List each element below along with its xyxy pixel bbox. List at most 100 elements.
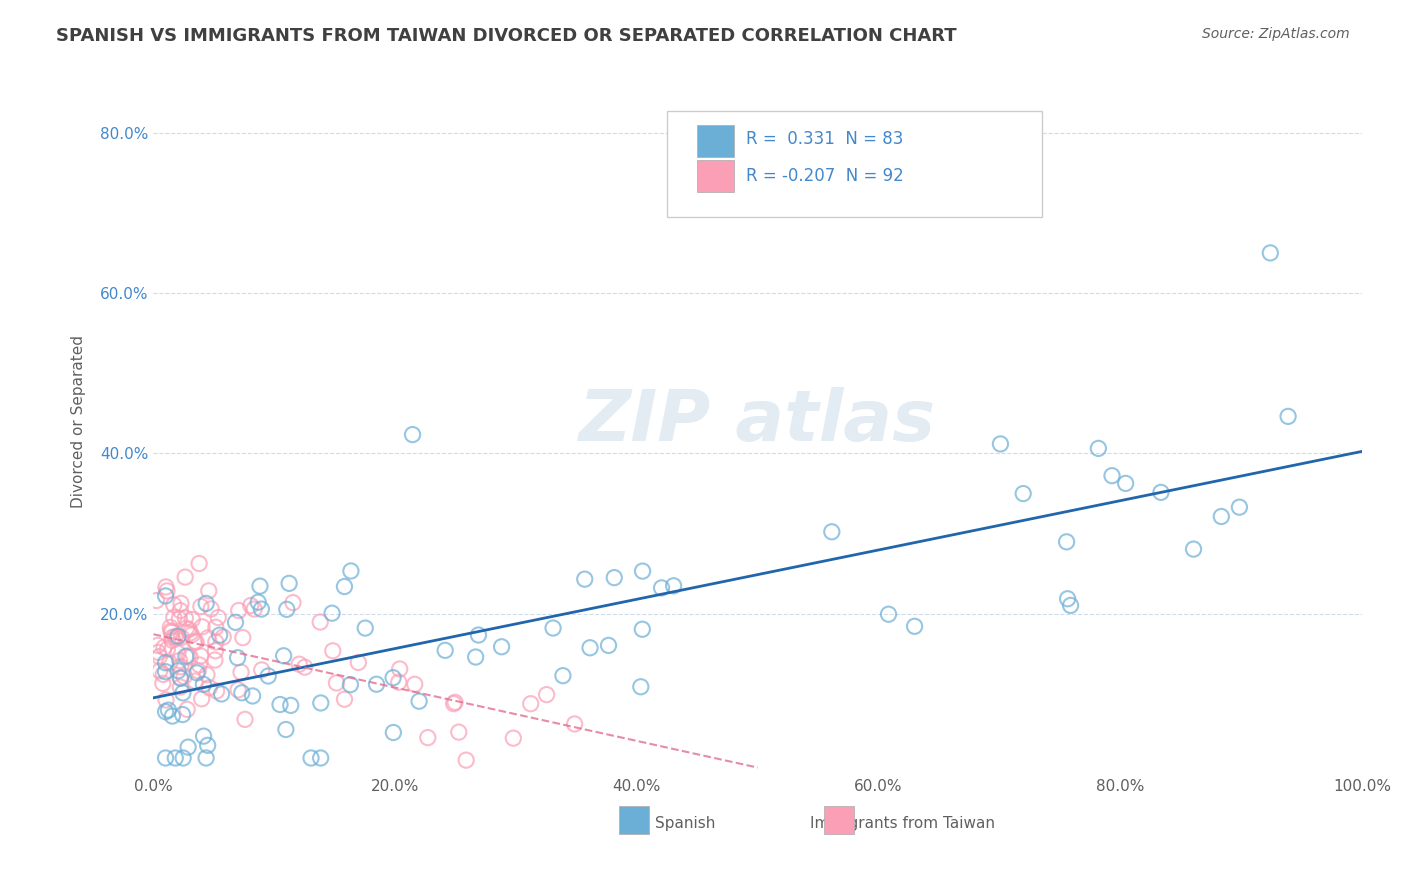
- Point: [155, 705, 177, 719]
- Point: [990, 437, 1012, 451]
- Point: [190, 691, 212, 706]
- Point: [273, 648, 295, 663]
- Point: [333, 692, 356, 706]
- Point: [1056, 591, 1078, 606]
- Point: [160, 631, 183, 645]
- Point: [226, 682, 249, 697]
- Point: [382, 725, 405, 739]
- Text: ZIP atlas: ZIP atlas: [579, 387, 936, 456]
- Point: [204, 653, 226, 667]
- Point: [464, 650, 486, 665]
- Point: [159, 620, 181, 634]
- Point: [366, 677, 388, 691]
- Point: [155, 589, 177, 603]
- FancyBboxPatch shape: [697, 161, 734, 192]
- Point: [180, 628, 202, 642]
- Point: [174, 649, 197, 664]
- FancyBboxPatch shape: [824, 805, 855, 834]
- Point: [174, 611, 197, 625]
- Point: [447, 725, 470, 739]
- Point: [148, 649, 170, 664]
- Point: [197, 583, 219, 598]
- Point: [198, 681, 221, 695]
- Point: [181, 613, 204, 627]
- Point: [195, 751, 218, 765]
- Point: [877, 607, 900, 622]
- Point: [408, 694, 430, 708]
- Y-axis label: Divorced or Separated: Divorced or Separated: [72, 334, 86, 508]
- Point: [278, 576, 301, 591]
- Point: [169, 671, 191, 685]
- Point: [347, 656, 370, 670]
- Point: [416, 731, 439, 745]
- Point: [208, 628, 231, 642]
- Point: [1087, 442, 1109, 456]
- Point: [249, 579, 271, 593]
- Point: [1012, 486, 1035, 500]
- Point: [155, 665, 177, 679]
- Point: [204, 620, 226, 634]
- Point: [170, 631, 193, 645]
- Point: [184, 674, 207, 689]
- Point: [193, 677, 215, 691]
- Point: [195, 596, 218, 610]
- Point: [541, 621, 564, 635]
- Point: [165, 751, 187, 765]
- FancyBboxPatch shape: [666, 111, 1042, 217]
- Point: [551, 668, 574, 682]
- Point: [169, 671, 191, 685]
- Point: [157, 703, 180, 717]
- Point: [388, 662, 411, 676]
- Point: [155, 751, 177, 765]
- Point: [149, 664, 172, 678]
- Point: [191, 620, 214, 634]
- Point: [195, 667, 218, 681]
- Point: [176, 702, 198, 716]
- Point: [322, 644, 344, 658]
- Point: [536, 688, 558, 702]
- Point: [257, 669, 280, 683]
- Point: [519, 697, 541, 711]
- Point: [231, 686, 253, 700]
- Text: Source: ZipAtlas.com: Source: ZipAtlas.com: [1202, 27, 1350, 41]
- Point: [155, 693, 177, 707]
- Point: [250, 663, 273, 677]
- Point: [333, 580, 356, 594]
- Text: Spanish: Spanish: [655, 816, 716, 831]
- Point: [212, 630, 235, 644]
- Point: [173, 669, 195, 683]
- Point: [1277, 409, 1299, 424]
- Point: [167, 629, 190, 643]
- Point: [165, 629, 187, 643]
- Point: [190, 648, 212, 663]
- Point: [188, 657, 211, 672]
- Point: [177, 740, 200, 755]
- Point: [491, 640, 513, 654]
- Point: [339, 678, 361, 692]
- Point: [162, 709, 184, 723]
- FancyBboxPatch shape: [619, 805, 650, 834]
- Point: [163, 598, 186, 612]
- Point: [204, 644, 226, 658]
- Text: Immigrants from Taiwan: Immigrants from Taiwan: [810, 816, 995, 831]
- Point: [146, 645, 169, 659]
- Point: [193, 729, 215, 743]
- Point: [176, 621, 198, 635]
- Point: [309, 696, 332, 710]
- Point: [172, 686, 194, 700]
- Point: [155, 580, 177, 594]
- Point: [172, 751, 194, 765]
- Point: [904, 619, 927, 633]
- Point: [239, 599, 262, 613]
- Point: [152, 676, 174, 690]
- Point: [281, 596, 304, 610]
- Point: [443, 697, 465, 711]
- Point: [183, 634, 205, 648]
- Point: [321, 606, 343, 620]
- Point: [197, 739, 219, 753]
- Point: [444, 695, 467, 709]
- Point: [1260, 246, 1282, 260]
- Point: [186, 665, 208, 680]
- Text: R =  0.331  N = 83: R = 0.331 N = 83: [745, 130, 903, 148]
- Point: [177, 623, 200, 637]
